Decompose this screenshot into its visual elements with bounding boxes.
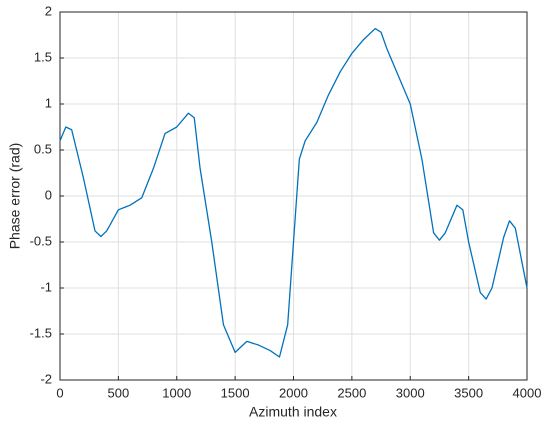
axes-box [59,11,528,381]
y-tick-label: -1 [40,279,52,294]
x-axis-label: Azimuth index [249,404,337,420]
y-tick-label: -1.5 [30,325,52,340]
y-tick-label: 1.5 [34,49,52,64]
x-tick-label: 2000 [279,385,308,400]
y-axis-label: Phase error (rad) [7,143,23,250]
x-tick-label: 1000 [162,385,191,400]
y-tick-label: -2 [40,371,52,386]
y-tick-label: -0.5 [30,233,52,248]
data-line [59,27,528,358]
y-tick-label: 1 [45,95,52,110]
x-tick-label: 3000 [396,385,425,400]
x-tick-label: 0 [56,385,63,400]
y-tick-label: 2 [45,3,52,18]
x-tick-label: 2500 [337,385,366,400]
y-tick-label: 0.5 [34,141,52,156]
x-tick-label: 500 [108,385,130,400]
x-tick-label: 3500 [454,385,483,400]
x-tick-label: 4000 [513,385,542,400]
y-tick-label: 0 [45,187,52,202]
x-tick-label: 1500 [221,385,250,400]
